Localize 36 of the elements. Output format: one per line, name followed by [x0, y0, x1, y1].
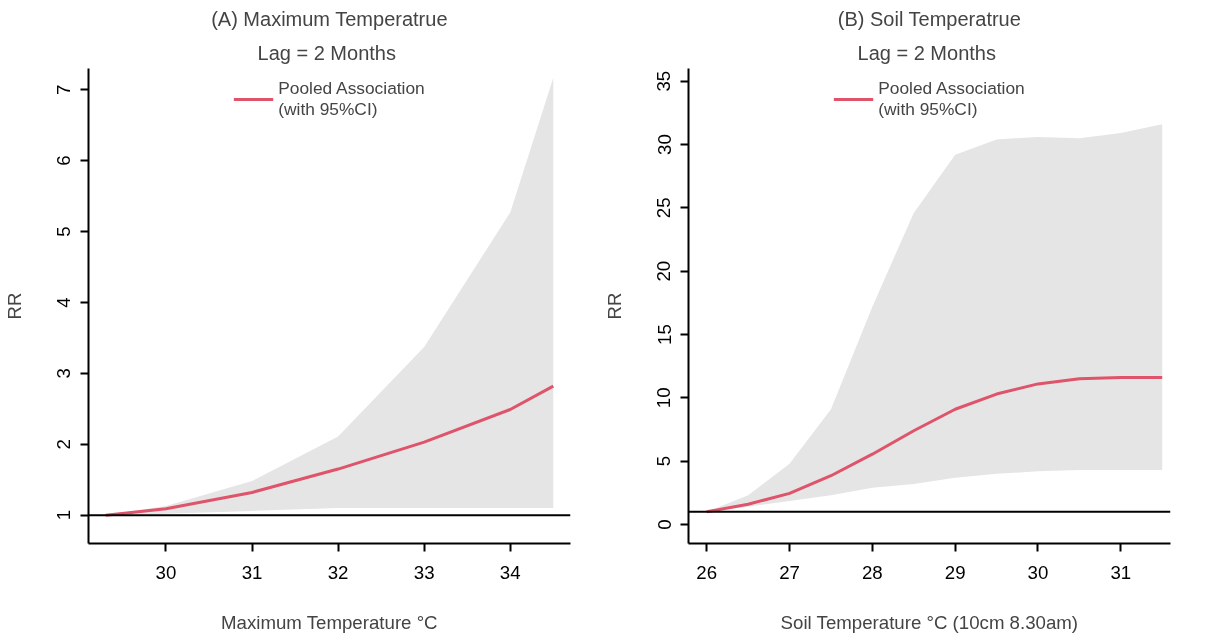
y-tick-label: 35 — [653, 70, 675, 92]
y-tick-label: 25 — [653, 197, 675, 219]
y-tick-label: 10 — [653, 387, 675, 409]
x-tick-label: 33 — [413, 561, 435, 583]
legend-label: Pooled Association (with 95%CI) — [878, 78, 1025, 120]
x-tick-label: 32 — [327, 561, 349, 583]
chart-title: (A) Maximum Temperatrue — [211, 7, 448, 30]
x-tick-label: 28 — [861, 561, 883, 583]
x-tick-label: 31 — [1110, 561, 1132, 583]
y-tick-label: 6 — [53, 155, 75, 166]
chart-subtitle: Lag = 2 Months — [257, 41, 396, 64]
x-tick-label: 29 — [944, 561, 966, 583]
chart-title: (B) Soil Temperatrue — [837, 7, 1021, 30]
legend-label: Pooled Association (with 95%CI) — [278, 78, 425, 120]
y-axis-title: RR — [3, 292, 25, 320]
x-axis-title: Maximum Temperature °C — [221, 611, 438, 633]
x-tick-label: 34 — [499, 561, 521, 583]
y-tick-label: 15 — [653, 324, 675, 345]
x-tick-label: 30 — [1027, 561, 1049, 583]
y-tick-label: 30 — [653, 134, 675, 155]
y-tick-label: 4 — [53, 297, 75, 308]
y-tick-label: 2 — [53, 439, 75, 450]
y-tick-label: 0 — [653, 519, 675, 530]
y-tick-label: 20 — [653, 260, 675, 282]
y-tick-label: 1 — [53, 509, 75, 521]
y-axis-title: RR — [603, 292, 625, 320]
x-tick-label: 27 — [779, 561, 800, 583]
x-tick-label: 30 — [155, 561, 177, 583]
x-axis-title: Soil Temperature °C (10cm 8.30am) — [780, 611, 1079, 633]
y-tick-label: 3 — [53, 368, 75, 379]
x-tick-label: 31 — [241, 561, 263, 583]
x-tick-label: 26 — [696, 561, 718, 583]
y-tick-label: 5 — [653, 455, 675, 467]
y-tick-label: 7 — [53, 84, 75, 95]
y-tick-label: 5 — [53, 226, 75, 237]
chart-subtitle: Lag = 2 Months — [857, 41, 996, 64]
